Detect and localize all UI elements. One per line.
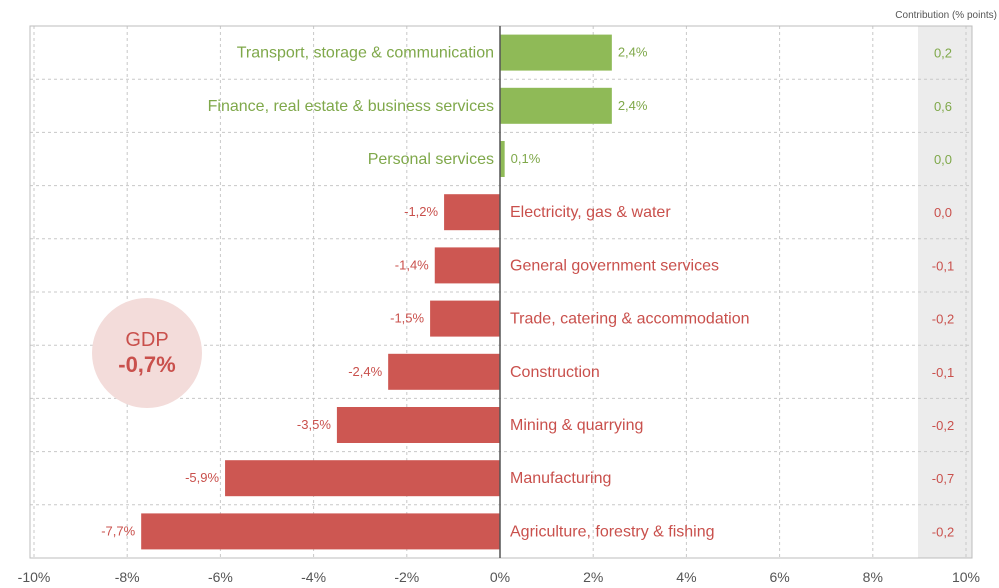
bar bbox=[500, 34, 612, 71]
category-label: Trade, catering & accommodation bbox=[510, 311, 750, 328]
contribution-value: 0,0 bbox=[934, 205, 952, 220]
data-label: -5,9% bbox=[185, 470, 219, 485]
data-label: -3,5% bbox=[297, 417, 331, 432]
contribution-value: 0,6 bbox=[934, 99, 952, 114]
category-label: Mining & quarrying bbox=[510, 417, 643, 434]
bar bbox=[444, 194, 500, 231]
data-label: 0,1% bbox=[511, 151, 541, 166]
x-tick-label: -8% bbox=[115, 569, 140, 585]
x-tick-label: 10% bbox=[952, 569, 980, 585]
category-label: Construction bbox=[510, 364, 600, 381]
gdp-label: GDP bbox=[125, 329, 169, 351]
contribution-header: Contribution (% points) bbox=[895, 10, 997, 21]
x-tick-label: 6% bbox=[769, 569, 789, 585]
category-label: Finance, real estate & business services bbox=[208, 98, 494, 115]
bar bbox=[141, 513, 500, 550]
contribution-value: -0,1 bbox=[932, 365, 954, 380]
contribution-value: 0,0 bbox=[934, 152, 952, 167]
bar bbox=[434, 247, 500, 284]
x-tick-label: 2% bbox=[583, 569, 603, 585]
data-label: -1,4% bbox=[395, 257, 429, 272]
category-label: Manufacturing bbox=[510, 470, 611, 487]
contribution-value: -0,1 bbox=[932, 258, 954, 273]
x-tick-label: 0% bbox=[490, 569, 510, 585]
bar bbox=[500, 141, 505, 177]
x-tick-label: -2% bbox=[394, 569, 419, 585]
data-label: -1,5% bbox=[390, 311, 424, 326]
x-tick-label: 8% bbox=[863, 569, 883, 585]
data-label: -7,7% bbox=[101, 523, 135, 538]
bar bbox=[388, 353, 500, 390]
plot-border bbox=[29, 25, 973, 559]
data-label: -2,4% bbox=[348, 364, 382, 379]
contribution-value: -0,2 bbox=[932, 312, 954, 327]
category-label: Agriculture, forestry & fishing bbox=[510, 523, 715, 540]
data-label: 2,4% bbox=[618, 98, 648, 113]
bar bbox=[225, 460, 500, 497]
x-tick-label: -10% bbox=[18, 569, 51, 585]
category-label: General government services bbox=[510, 257, 719, 274]
category-label: Personal services bbox=[368, 151, 494, 168]
bar bbox=[336, 407, 500, 443]
contribution-value: 0,2 bbox=[934, 46, 952, 61]
contribution-value: -0,2 bbox=[932, 524, 954, 539]
bar bbox=[500, 87, 612, 124]
data-label: 2,4% bbox=[618, 45, 648, 60]
contribution-value: -0,7 bbox=[932, 471, 954, 486]
contribution-value: -0,2 bbox=[932, 418, 954, 433]
gdp-value: -0,7% bbox=[118, 352, 176, 377]
x-tick-label: 4% bbox=[676, 569, 696, 585]
data-label: -1,2% bbox=[404, 204, 438, 219]
bar bbox=[430, 300, 500, 337]
category-label: Electricity, gas & water bbox=[510, 204, 671, 221]
x-tick-label: -6% bbox=[208, 569, 233, 585]
x-tick-label: -4% bbox=[301, 569, 326, 585]
gdp-badge: GDP -0,7% bbox=[92, 298, 202, 408]
category-label: Transport, storage & communication bbox=[237, 45, 494, 62]
